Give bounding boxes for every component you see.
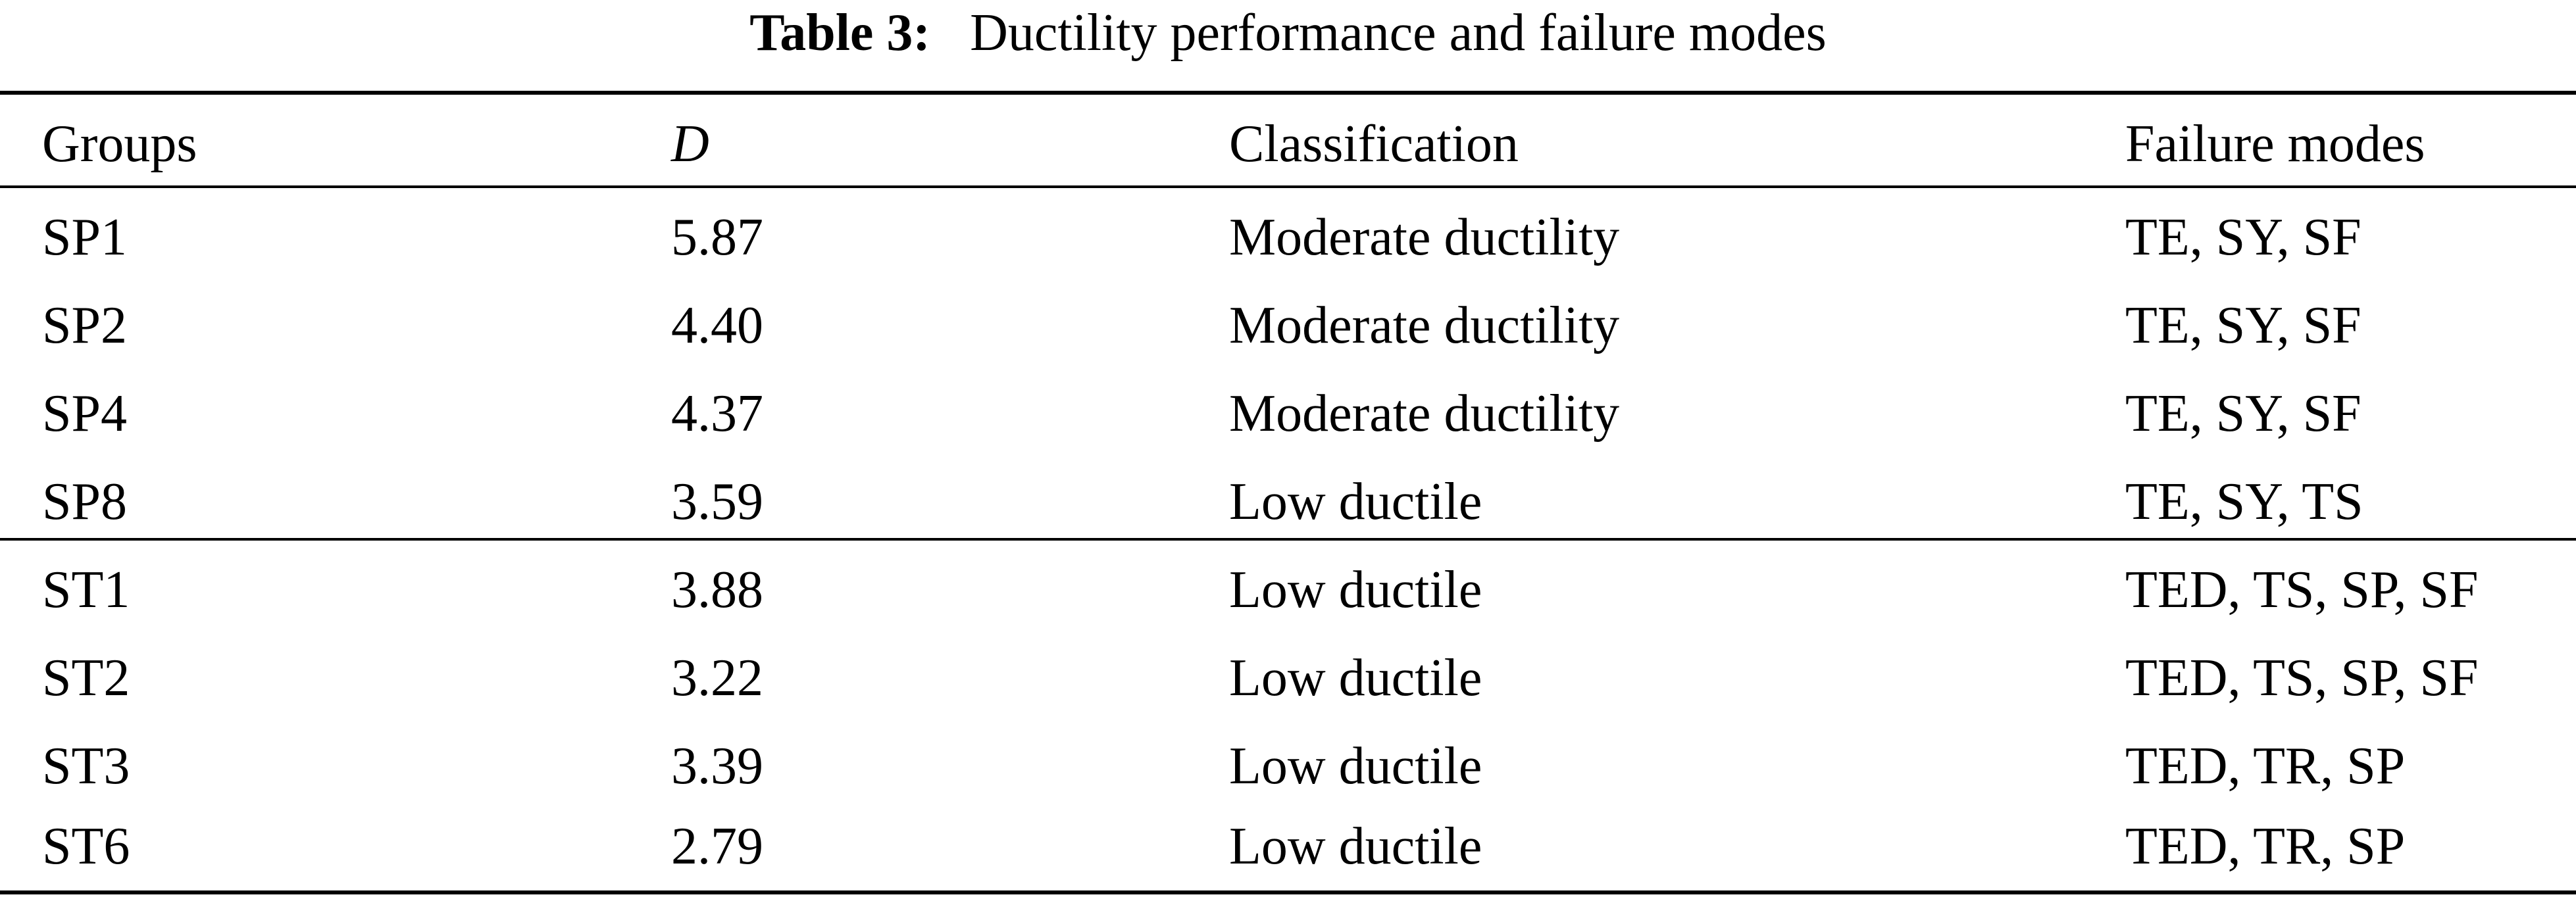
cell-d: 2.79 [671, 817, 763, 875]
table-row: SP4 4.37 Moderate ductility TE, SY, SF [0, 370, 2576, 458]
table-top-rule [0, 91, 2576, 95]
cell-classification: Moderate ductility [1229, 385, 1620, 443]
cell-failure-modes: TED, TS, SP, SF [2125, 649, 2479, 707]
table-group-divider [0, 538, 2576, 541]
cell-group: ST2 [42, 649, 130, 707]
table-caption: Table 3: Ductility performance and failu… [0, 0, 2576, 72]
cell-group: SP4 [42, 385, 127, 443]
cell-group: SP1 [42, 208, 127, 266]
cell-classification: Moderate ductility [1229, 208, 1620, 266]
cell-classification: Low ductile [1229, 737, 1482, 795]
cell-failure-modes: TE, SY, TS [2125, 473, 2363, 531]
cell-failure-modes: TE, SY, SF [2125, 208, 2361, 266]
header-groups: Groups [42, 115, 197, 173]
cell-group: ST6 [42, 817, 130, 875]
cell-d: 5.87 [671, 208, 763, 266]
table-row: ST1 3.88 Low ductile TED, TS, SP, SF [0, 546, 2576, 634]
header-d: D [671, 115, 709, 173]
cell-d: 4.40 [671, 297, 763, 354]
table-row: SP2 4.40 Moderate ductility TE, SY, SF [0, 281, 2576, 370]
cell-d: 3.59 [671, 473, 763, 531]
table-header-row: Groups D Classification Failure modes [0, 100, 2576, 188]
cell-d: 3.22 [671, 649, 763, 707]
cell-group: SP8 [42, 473, 127, 531]
cell-failure-modes: TED, TR, SP [2125, 737, 2406, 795]
cell-d: 4.37 [671, 385, 763, 443]
header-classification: Classification [1229, 115, 1519, 173]
header-failure-modes: Failure modes [2125, 115, 2425, 173]
cell-failure-modes: TE, SY, SF [2125, 297, 2361, 354]
cell-d: 3.88 [671, 561, 763, 619]
cell-classification: Low ductile [1229, 561, 1482, 619]
cell-failure-modes: TED, TR, SP [2125, 817, 2406, 875]
cell-failure-modes: TED, TS, SP, SF [2125, 561, 2479, 619]
cell-group: SP2 [42, 297, 127, 354]
cell-group: ST3 [42, 737, 130, 795]
cell-classification: Low ductile [1229, 817, 1482, 875]
cell-classification: Low ductile [1229, 473, 1482, 531]
table-caption-label: Table 3: [749, 4, 931, 62]
table-bottom-rule [0, 890, 2576, 894]
table-caption-spacer [944, 4, 957, 62]
cell-classification: Moderate ductility [1229, 297, 1620, 354]
cell-failure-modes: TE, SY, SF [2125, 385, 2361, 443]
cell-group: ST1 [42, 561, 130, 619]
table-row: ST3 3.39 Low ductile TED, TR, SP [0, 722, 2576, 810]
table-row: ST6 2.79 Low ductile TED, TR, SP [0, 802, 2576, 890]
cell-d: 3.39 [671, 737, 763, 795]
table-row: SP1 5.87 Moderate ductility TE, SY, SF [0, 193, 2576, 281]
table-row: SP8 3.59 Low ductile TE, SY, TS [0, 458, 2576, 546]
cell-classification: Low ductile [1229, 649, 1482, 707]
table-row: ST2 3.22 Low ductile TED, TS, SP, SF [0, 634, 2576, 722]
table-caption-title: Ductility performance and failure modes [970, 4, 1827, 62]
table-header-rule [0, 185, 2576, 188]
